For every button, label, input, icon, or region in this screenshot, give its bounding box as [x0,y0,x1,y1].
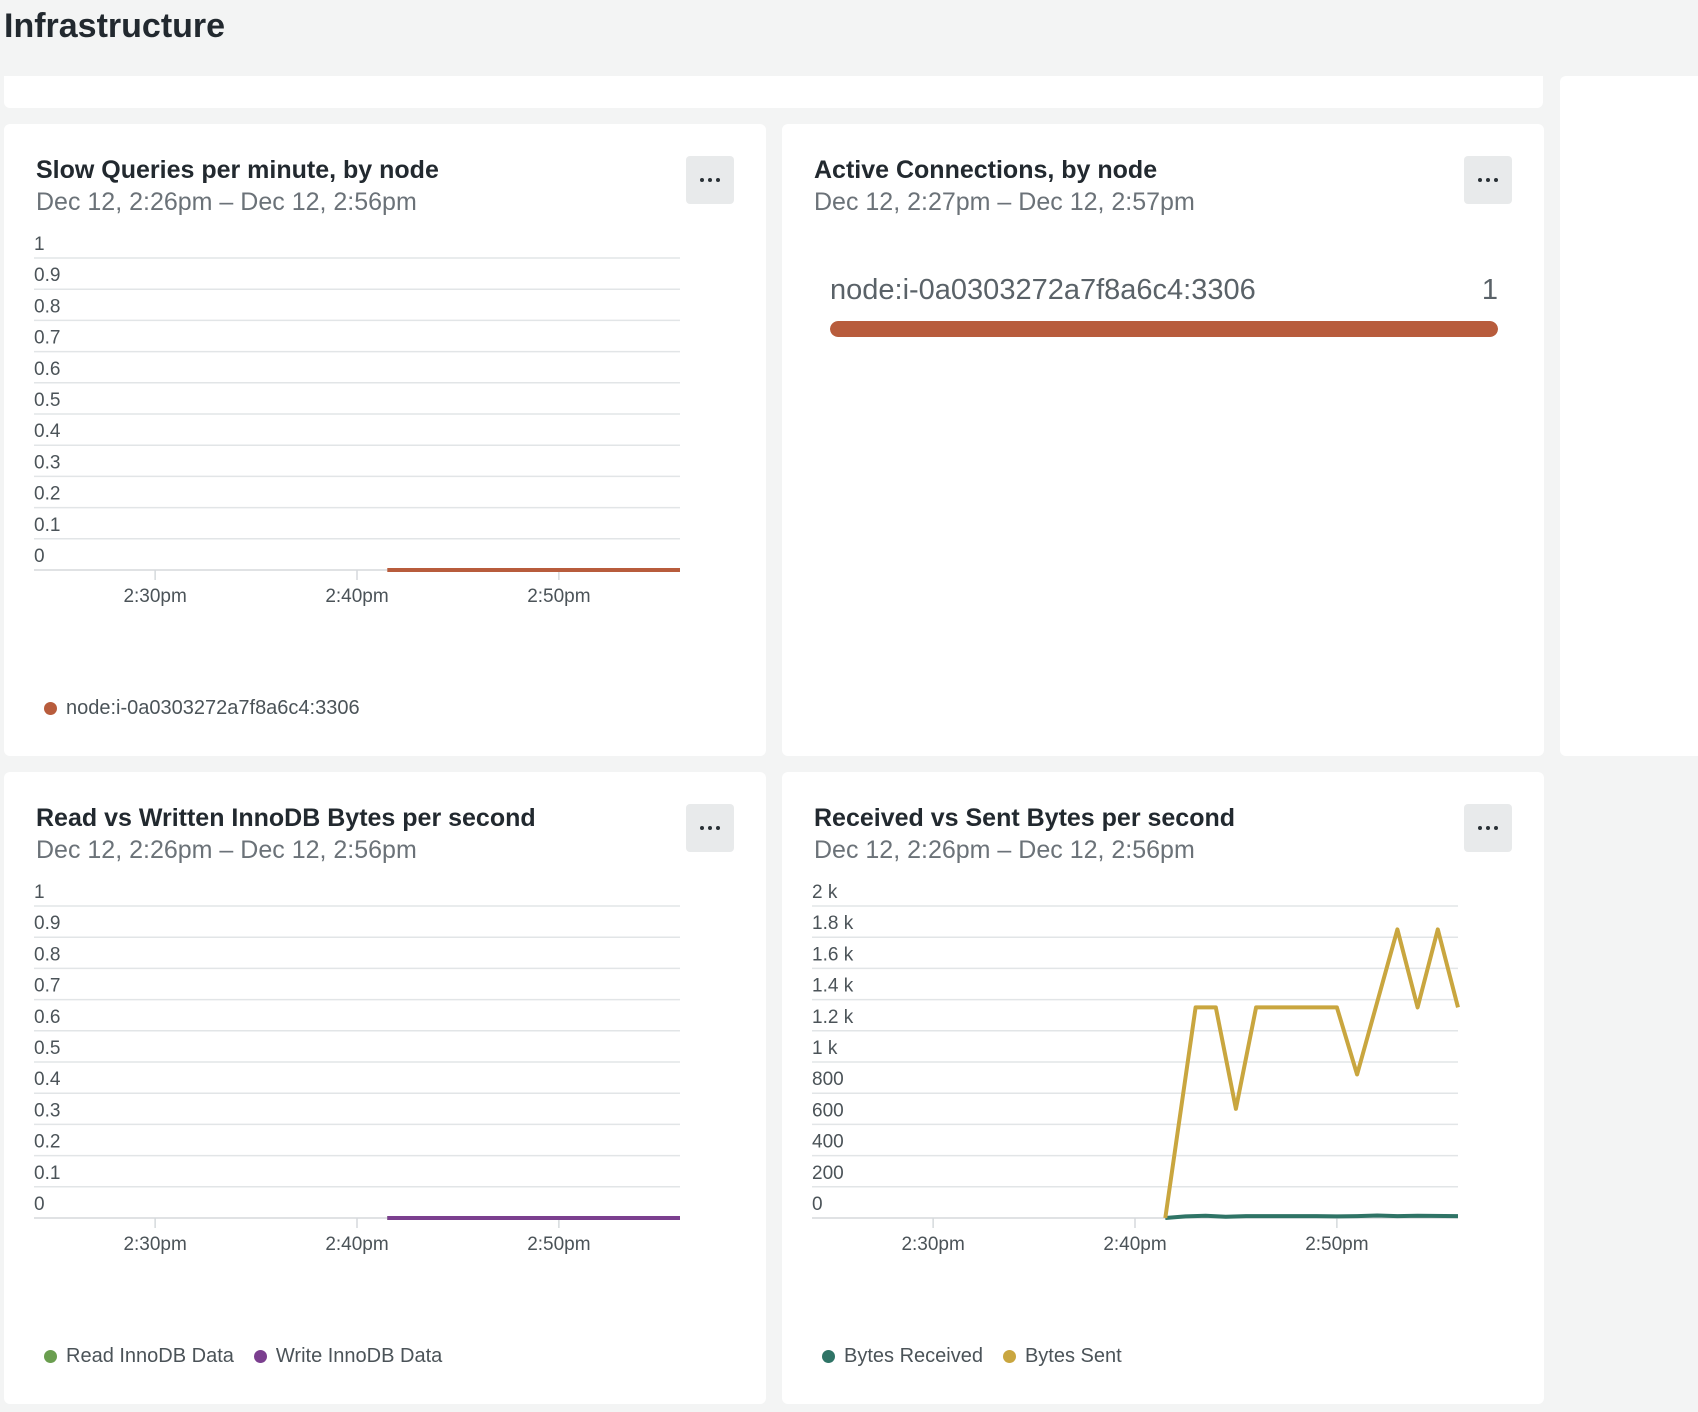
legend-item[interactable]: Bytes Sent [1002,1345,1122,1368]
y-tick-label: 0.1 [34,515,60,536]
y-tick-label: 1 [34,882,45,903]
panel-time-range: Dec 12, 2:26pm – Dec 12, 2:56pm [36,836,417,864]
y-tick-label: 800 [812,1069,844,1090]
panel-title: Active Connections, by node [814,156,1158,184]
series-line [1165,1213,1459,1220]
y-tick-label: 0.8 [34,944,60,965]
x-tick-label: 2:50pm [527,586,590,607]
y-tick-label: 0.2 [34,1132,60,1153]
panel-time-range: Dec 12, 2:26pm – Dec 12, 2:56pm [36,188,417,216]
legend-label: Bytes Received [844,1345,983,1367]
legend-dot-icon [44,702,57,715]
more-options-icon [700,826,720,830]
legend-dot-icon [822,1350,835,1363]
panel-title: Slow Queries per minute, by node [36,156,439,184]
y-tick-label: 1.6 k [812,944,854,965]
chart-legend: node:i-0a0303272a7f8a6c4:3306 [44,697,360,720]
panel-more-button[interactable] [1464,804,1512,852]
x-tick-label: 2:40pm [325,1234,388,1255]
legend-label: node:i-0a0303272a7f8a6c4:3306 [66,697,360,719]
more-options-icon [1478,178,1498,182]
panel-more-button[interactable] [686,804,734,852]
legend-item[interactable]: node:i-0a0303272a7f8a6c4:3306 [44,697,360,720]
bar-fill [830,321,1498,337]
page-title: Infrastructure [4,7,226,45]
x-tick-label: 2:50pm [527,1234,590,1255]
active-connections-panel: Active Connections, by node Dec 12, 2:27… [782,124,1544,756]
network-bytes-chart: 2 k 1.8 k 1.6 k 1.4 k 1.2 k 1 k 800 600 400 200 0 2… [812,882,1460,1255]
y-tick-label: 0.6 [34,1007,60,1028]
y-tick-label: 1 k [812,1038,838,1059]
top-panel-strip [4,76,1543,108]
y-tick-label: 1.4 k [812,976,854,997]
x-tick-label: 2:40pm [325,586,388,607]
panel-title: Read vs Written InnoDB Bytes per second [36,804,536,832]
y-tick-label: 0.7 [34,976,60,997]
legend-dot-icon [44,1350,57,1363]
legend-label: Write InnoDB Data [275,1345,443,1367]
y-tick-label: 1.2 k [812,1007,854,1028]
y-tick-label: 0.9 [34,913,60,934]
more-options-icon [700,178,720,182]
x-tick-label: 2:30pm [123,1234,186,1255]
y-tick-label: 0.3 [34,1100,60,1121]
legend-dot-icon [1002,1350,1016,1363]
y-tick-label: 0.2 [34,484,60,505]
bar-track [830,321,1498,337]
slow-queries-panel: 1 0.9 0.8 0.7 0.6 0.5 0.4 0.3 0.2 0.1 0 2:30pm 2:40p… [4,124,766,756]
y-tick-label: 2 k [812,882,838,903]
y-tick-label: 200 [812,1163,844,1184]
y-tick-label: 0.5 [34,1038,60,1059]
connection-bar-row[interactable]: node:i-0a0303272a7f8a6c4:3306 1 [830,274,1498,337]
legend-label: Read InnoDB Data [66,1345,234,1367]
slow-queries-chart: 1 0.9 0.8 0.7 0.6 0.5 0.4 0.3 0.2 0.1 0 2:30pm 2:40p… [34,234,680,607]
y-tick-label: 0.1 [34,1163,60,1184]
series-line [1163,927,1460,1219]
y-tick-label: 0.8 [34,296,60,317]
x-tick-label: 2:50pm [1305,1234,1368,1255]
legend-item[interactable]: Write InnoDB Data [253,1345,443,1368]
y-tick-label: 0 [34,1194,45,1215]
network-bytes-panel: 2 k 1.8 k 1.6 k 1.4 k 1.2 k 1 k 800 600 400 200 0 2… [782,772,1544,1404]
bar-label: node:i-0a0303272a7f8a6c4:3306 [830,274,1256,306]
y-tick-label: 0.3 [34,452,60,473]
innodb-bytes-panel: 1 0.9 0.8 0.7 0.6 0.5 0.4 0.3 0.2 0.1 0 2:30pm 2:40p… [4,772,766,1404]
y-tick-label: 1.8 k [812,913,854,934]
y-tick-label: 0.6 [34,359,60,380]
y-tick-label: 0.5 [34,390,60,411]
panel-more-button[interactable] [1464,156,1512,204]
panel-time-range: Dec 12, 2:27pm – Dec 12, 2:57pm [814,188,1195,216]
x-tick-label: 2:30pm [901,1234,964,1255]
panel-more-button[interactable] [686,156,734,204]
y-tick-label: 0.4 [34,421,61,442]
legend-dot-icon [253,1350,267,1363]
panel-title: Received vs Sent Bytes per second [814,804,1236,832]
y-tick-label: 0.4 [34,1069,61,1090]
legend-item[interactable]: Read InnoDB Data [44,1345,234,1368]
bar-value: 1 [1481,274,1498,306]
y-tick-label: 1 [34,234,45,255]
more-options-icon [1478,826,1498,830]
x-tick-label: 2:40pm [1103,1234,1166,1255]
side-panel-strip [1560,76,1698,756]
chart-legend: Bytes Received Bytes Sent [822,1345,1122,1368]
x-tick-label: 2:30pm [123,586,186,607]
y-tick-label: 400 [812,1132,844,1153]
y-tick-label: 0.7 [34,328,60,349]
y-tick-label: 0 [812,1194,823,1215]
y-tick-label: 600 [812,1100,844,1121]
legend-item[interactable]: Bytes Received [822,1345,983,1368]
innodb-bytes-chart: 1 0.9 0.8 0.7 0.6 0.5 0.4 0.3 0.2 0.1 0 2:30pm 2:40p… [34,882,680,1255]
y-tick-label: 0.9 [34,265,60,286]
y-tick-label: 0 [34,546,45,567]
panel-time-range: Dec 12, 2:26pm – Dec 12, 2:56pm [814,836,1195,864]
legend-label: Bytes Sent [1024,1345,1122,1367]
chart-legend: Read InnoDB Data Write InnoDB Data [44,1345,442,1368]
